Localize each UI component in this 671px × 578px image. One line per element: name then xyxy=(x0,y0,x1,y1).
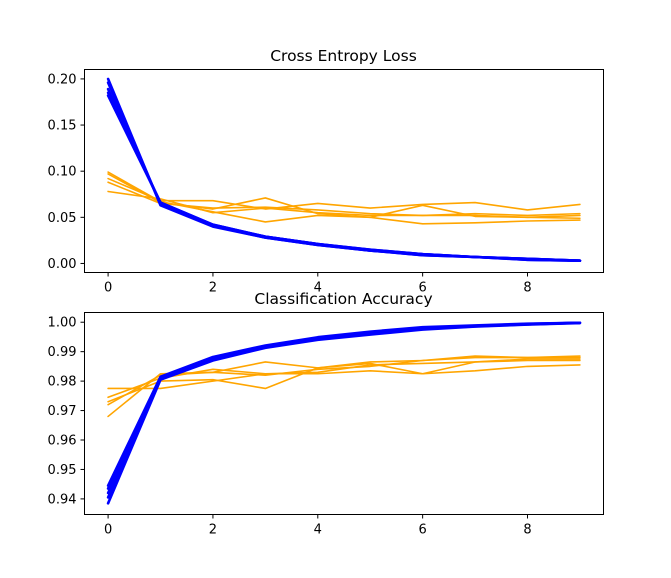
accuracy-series-test-5 xyxy=(107,355,581,418)
loss-x-axis: 0 2 4 6 8 xyxy=(104,272,532,296)
loss-chart-title: Cross Entropy Loss xyxy=(270,47,417,65)
accuracy-series-test-1 xyxy=(107,364,581,390)
accuracy-y-tick-label: 1.00 xyxy=(48,316,77,331)
loss-y-tick-label: 0.20 xyxy=(48,72,77,87)
loss-x-tick-label: 4 xyxy=(314,281,322,296)
loss-y-tick-label: 0.00 xyxy=(48,257,77,272)
loss-y-tick-label: 0.15 xyxy=(48,119,77,134)
loss-series-test-1 xyxy=(107,171,581,225)
loss-series-layer xyxy=(106,77,582,262)
accuracy-x-tick-label: 0 xyxy=(104,523,112,538)
accuracy-y-tick-label: 0.96 xyxy=(48,434,77,449)
loss-chart: Cross Entropy Loss 0.000.050.100.150.20 … xyxy=(48,47,604,296)
loss-x-tick-label: 6 xyxy=(418,281,426,296)
accuracy-chart: Classification Accuracy 0.94 0.95 0.96 0.97… xyxy=(48,290,604,538)
loss-y-tick-label: 0.10 xyxy=(48,165,77,180)
loss-y-axis: 0.00 0.05 0.10 0.15 0.20 xyxy=(48,72,85,272)
accuracy-y-tick-label: 0.99 xyxy=(48,345,77,360)
loss-y-tick-label: 0.05 xyxy=(48,211,77,226)
loss-x-tick-label: 8 xyxy=(523,281,531,296)
accuracy-x-axis: 0 2 4 6 8 xyxy=(104,514,532,538)
accuracy-plot-frame xyxy=(84,312,604,515)
loss-x-tick-label: 0 xyxy=(104,281,112,296)
accuracy-x-tick-label: 8 xyxy=(523,523,531,538)
accuracy-x-tick-label: 4 xyxy=(314,523,322,538)
accuracy-x-tick-label: 6 xyxy=(418,523,426,538)
accuracy-y-tick-label: 0.95 xyxy=(48,463,77,478)
accuracy-chart-title: Classification Accuracy xyxy=(254,290,432,308)
accuracy-y-axis: 0.94 0.95 0.96 0.97 0.98 0.99 1.00 xyxy=(48,316,85,507)
accuracy-series-layer xyxy=(106,321,582,505)
accuracy-x-tick-label: 2 xyxy=(209,523,217,538)
accuracy-y-tick-label: 0.98 xyxy=(48,375,77,390)
loss-series-train-5 xyxy=(106,94,582,262)
loss-series-test-3 xyxy=(107,177,581,211)
accuracy-y-tick-label: 0.94 xyxy=(48,492,77,507)
loss-series-test-5 xyxy=(107,190,581,217)
accuracy-y-tick-label: 0.97 xyxy=(48,404,77,419)
loss-x-tick-label: 2 xyxy=(209,281,217,296)
accuracy-series-train-5 xyxy=(106,321,582,487)
